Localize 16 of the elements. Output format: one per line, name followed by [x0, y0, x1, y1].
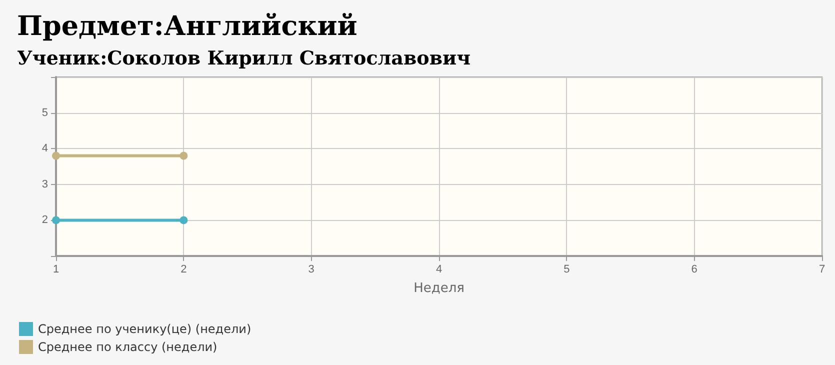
- x-axis-title: Неделя: [414, 281, 464, 296]
- y-tick-label: 2: [42, 214, 48, 226]
- legend-label: Среднее по классу (недели): [38, 340, 218, 354]
- x-tick-label: 5: [564, 264, 570, 276]
- x-tick-label: 3: [308, 264, 314, 276]
- x-tick-label: 6: [691, 264, 698, 276]
- y-tick-label: 4: [42, 142, 48, 155]
- x-tick-label: 1: [52, 264, 60, 276]
- y-tick-label: 5: [42, 106, 48, 119]
- y-tick-label: 3: [42, 178, 48, 190]
- x-tick-label: 4: [436, 264, 442, 276]
- legend-label: Среднее по ученику(це) (недели): [38, 322, 252, 336]
- x-tick-label: 2: [180, 264, 187, 276]
- x-tick-label: 7: [818, 264, 826, 276]
- chart-subtitle: Ученик:Соколов Кирилл Святославович: [17, 48, 471, 70]
- chart-title: Предмет:Английский: [17, 11, 358, 42]
